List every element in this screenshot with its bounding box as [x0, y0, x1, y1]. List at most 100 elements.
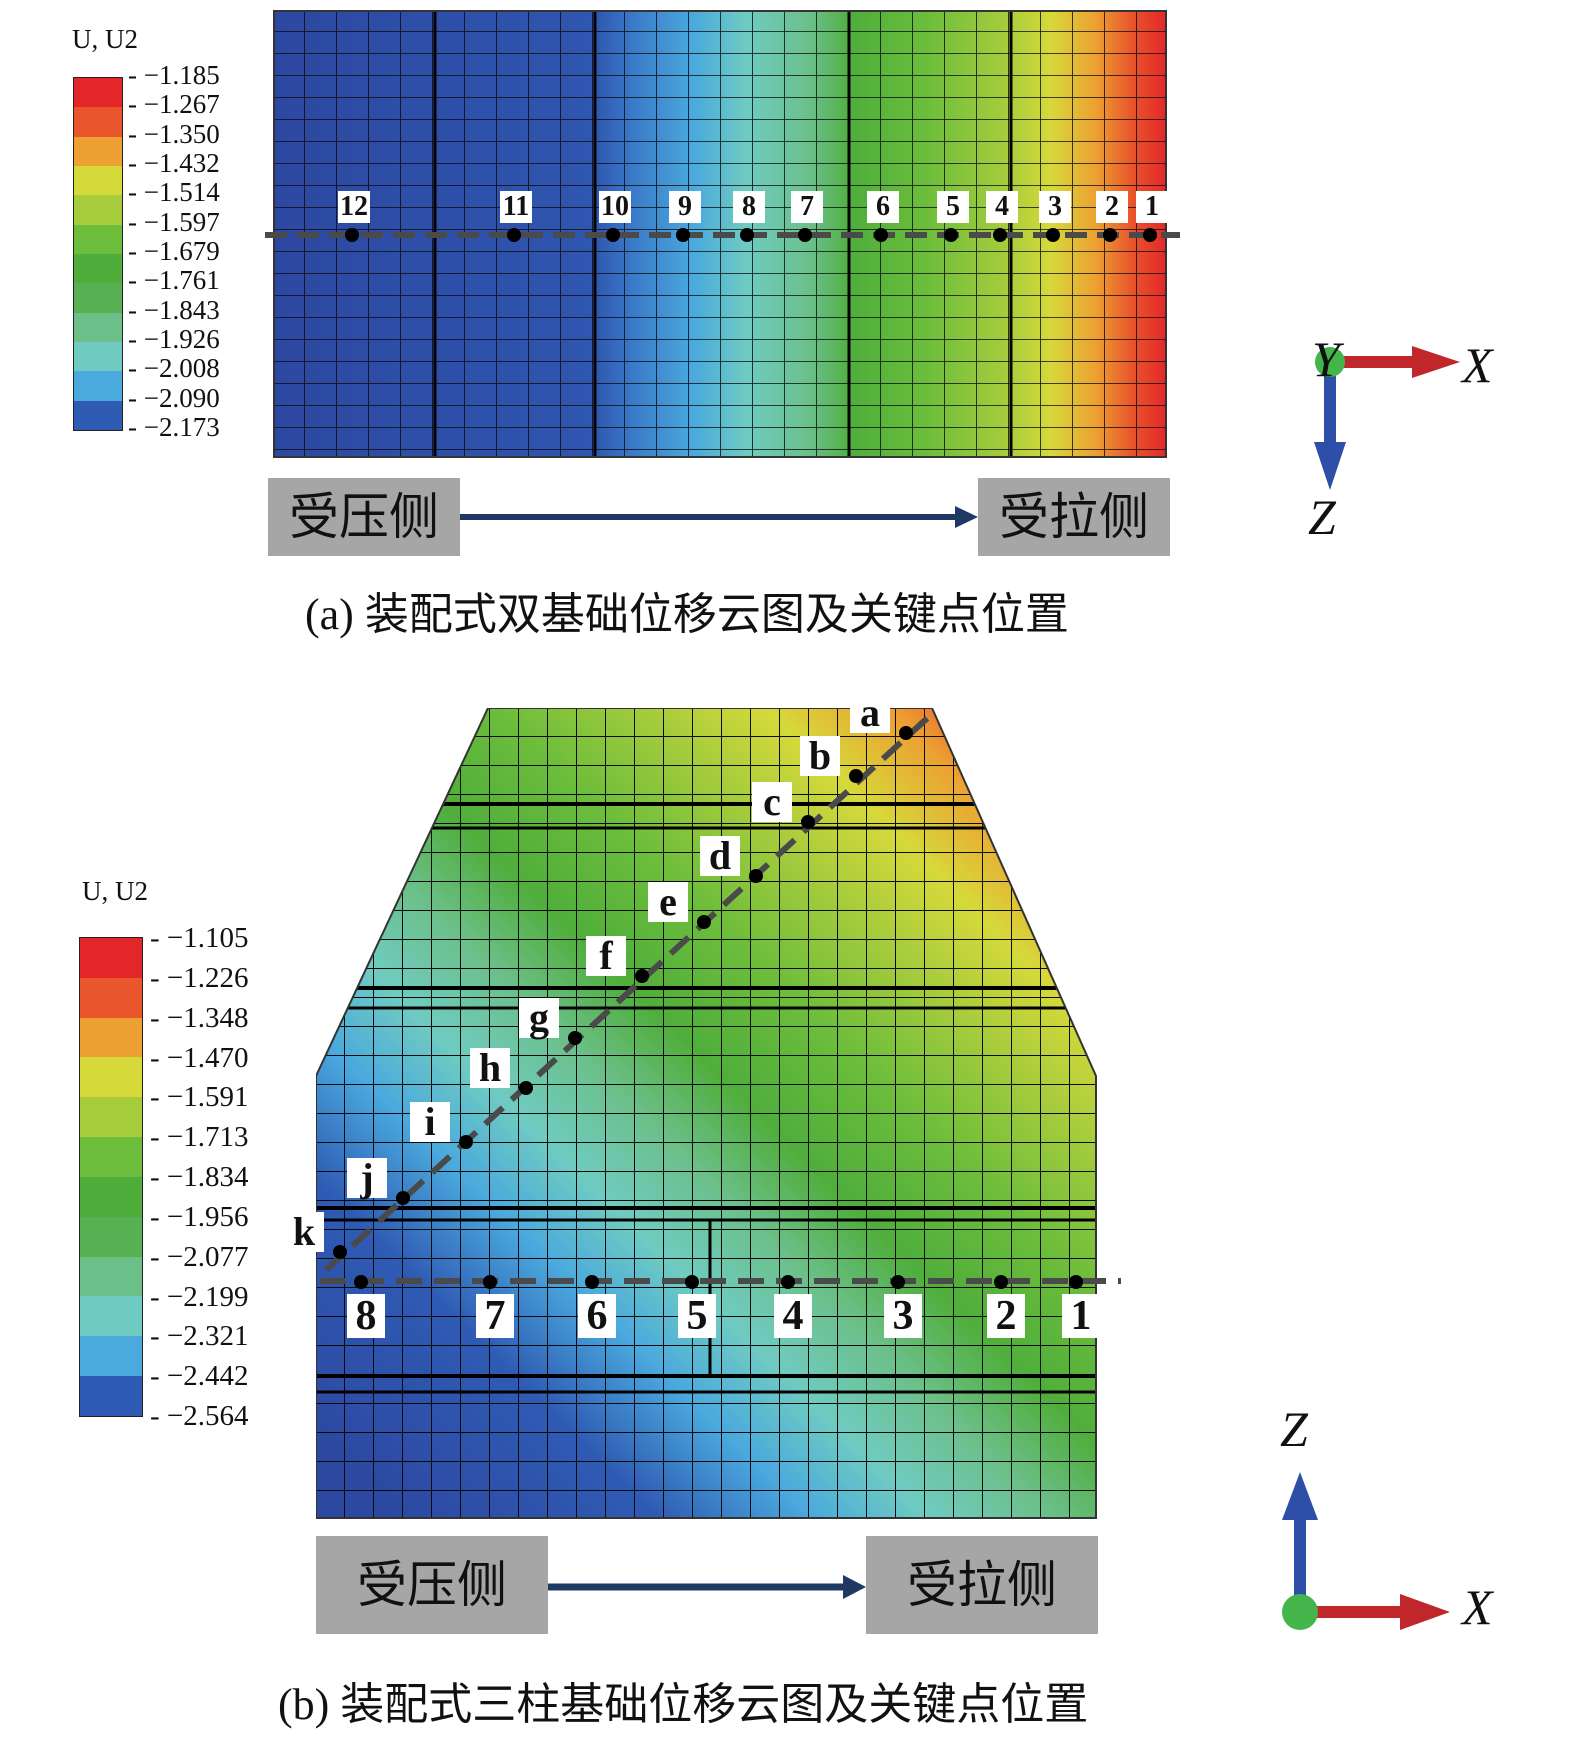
key-point-label: 9 [669, 191, 701, 223]
key-point-label: 1 [1062, 1294, 1100, 1338]
key-point-marker [354, 1275, 368, 1289]
key-point-label: 7 [476, 1294, 514, 1338]
legend-band [74, 312, 122, 342]
key-point-marker [993, 228, 1007, 242]
caption-a: (a) 装配式双基础位移云图及关键点位置 [305, 590, 1069, 639]
key-point-label: i [410, 1102, 450, 1142]
legend-band [80, 1296, 142, 1337]
key-point-marker [740, 228, 754, 242]
legend-value: - −2.321 [150, 1320, 249, 1353]
key-point-marker [333, 1245, 347, 1259]
key-point-marker [874, 228, 888, 242]
key-point-label: e [648, 882, 688, 922]
key-point-marker [781, 1275, 795, 1289]
axis-y-label-a: Y [1312, 331, 1340, 387]
arrow-b [548, 1575, 866, 1599]
axis-z-label-b: Z [1280, 1401, 1308, 1457]
legend-value: - −1.105 [150, 922, 249, 954]
legend-band [80, 1097, 142, 1138]
key-point-label: f [586, 936, 626, 976]
key-point-label: 7 [791, 191, 823, 223]
key-point-marker [568, 1031, 582, 1045]
key-point-label: 4 [986, 191, 1018, 223]
key-point-label: c [752, 782, 792, 822]
legend-a-title: U, U2 [72, 24, 138, 54]
key-point-marker [1046, 228, 1060, 242]
legend-value: - −1.348 [150, 1001, 249, 1034]
key-point-label: 6 [867, 191, 899, 223]
legend-band [80, 1137, 142, 1177]
legend-value: - −2.008 [128, 353, 220, 384]
legend-band [74, 78, 122, 108]
legend-band [80, 1256, 142, 1297]
axis-x-label-a: X [1462, 337, 1493, 393]
legend-band [74, 283, 122, 313]
key-point-marker [697, 915, 711, 929]
legend-band [74, 195, 122, 225]
key-point-marker [676, 228, 690, 242]
legend-value: - −1.185 [128, 60, 220, 90]
key-point-label: k [284, 1212, 324, 1252]
legend-value: - −1.926 [128, 324, 220, 354]
compression-side-label-b: 受压侧 [316, 1536, 548, 1634]
key-point-label: g [519, 998, 559, 1038]
legend-band [80, 977, 142, 1018]
legend-band [74, 107, 122, 137]
key-point-label: 6 [578, 1294, 616, 1338]
key-point-marker [345, 228, 359, 242]
axis-z-label-a: Z [1308, 489, 1336, 545]
key-point-marker [483, 1275, 497, 1289]
legend-band [74, 224, 122, 254]
key-point-label: d [700, 836, 740, 876]
key-point-marker [1143, 228, 1157, 242]
key-point-marker [801, 815, 815, 829]
legend-value: - −2.442 [150, 1360, 249, 1393]
key-point-marker [459, 1135, 473, 1149]
legend-band [80, 1057, 142, 1098]
key-point-marker [396, 1191, 410, 1205]
legend-value: - −2.173 [128, 412, 220, 442]
legend-band [74, 253, 122, 284]
key-point-marker [944, 228, 958, 242]
key-point-label: j [347, 1158, 387, 1198]
key-point-marker [749, 869, 763, 883]
legend-value: - −1.432 [128, 148, 220, 178]
legend-value: - −1.834 [150, 1161, 249, 1193]
legend-value: - −2.090 [128, 382, 220, 413]
horizontal-dashed-line-b [320, 1278, 1121, 1284]
legend-b-colorbar [79, 937, 143, 1417]
arrow-a [460, 506, 978, 528]
legend-band [80, 1216, 142, 1257]
legend-a-colorbar [73, 77, 123, 431]
legend-value: - −1.956 [150, 1200, 249, 1233]
tension-side-label-a: 受拉侧 [978, 478, 1170, 556]
key-point-marker [994, 1275, 1008, 1289]
tension-side-label-b: 受拉侧 [866, 1536, 1098, 1634]
key-point-label: 2 [987, 1294, 1025, 1338]
legend-value: - −1.591 [150, 1081, 249, 1114]
key-point-marker [635, 969, 649, 983]
legend-value: - −1.226 [150, 961, 249, 994]
axis-triad-a [1314, 346, 1460, 490]
legend-value: - −2.077 [150, 1240, 249, 1273]
key-point-label: 2 [1096, 191, 1128, 223]
legend-value: - −1.713 [150, 1121, 249, 1154]
compression-side-label-a: 受压侧 [268, 478, 460, 556]
caption-b: (b) 装配式三柱基础位移云图及关键点位置 [278, 1680, 1089, 1729]
diagonal-dashed-line-b [323, 709, 937, 1273]
key-point-marker [798, 228, 812, 242]
legend-band [80, 1176, 142, 1217]
key-point-label: h [470, 1048, 510, 1088]
key-point-marker [1103, 228, 1117, 242]
legend-value: - −1.679 [128, 236, 220, 266]
legend-band [74, 400, 122, 430]
legend-band [80, 938, 142, 978]
key-point-label: b [800, 736, 840, 776]
key-point-marker [899, 726, 913, 740]
legend-band [80, 1017, 142, 1058]
key-point-marker [1069, 1275, 1083, 1289]
key-point-marker [507, 228, 521, 242]
key-point-label: 8 [347, 1294, 385, 1338]
key-point-label: 3 [884, 1294, 922, 1338]
axis-x-label-b: X [1462, 1579, 1493, 1635]
